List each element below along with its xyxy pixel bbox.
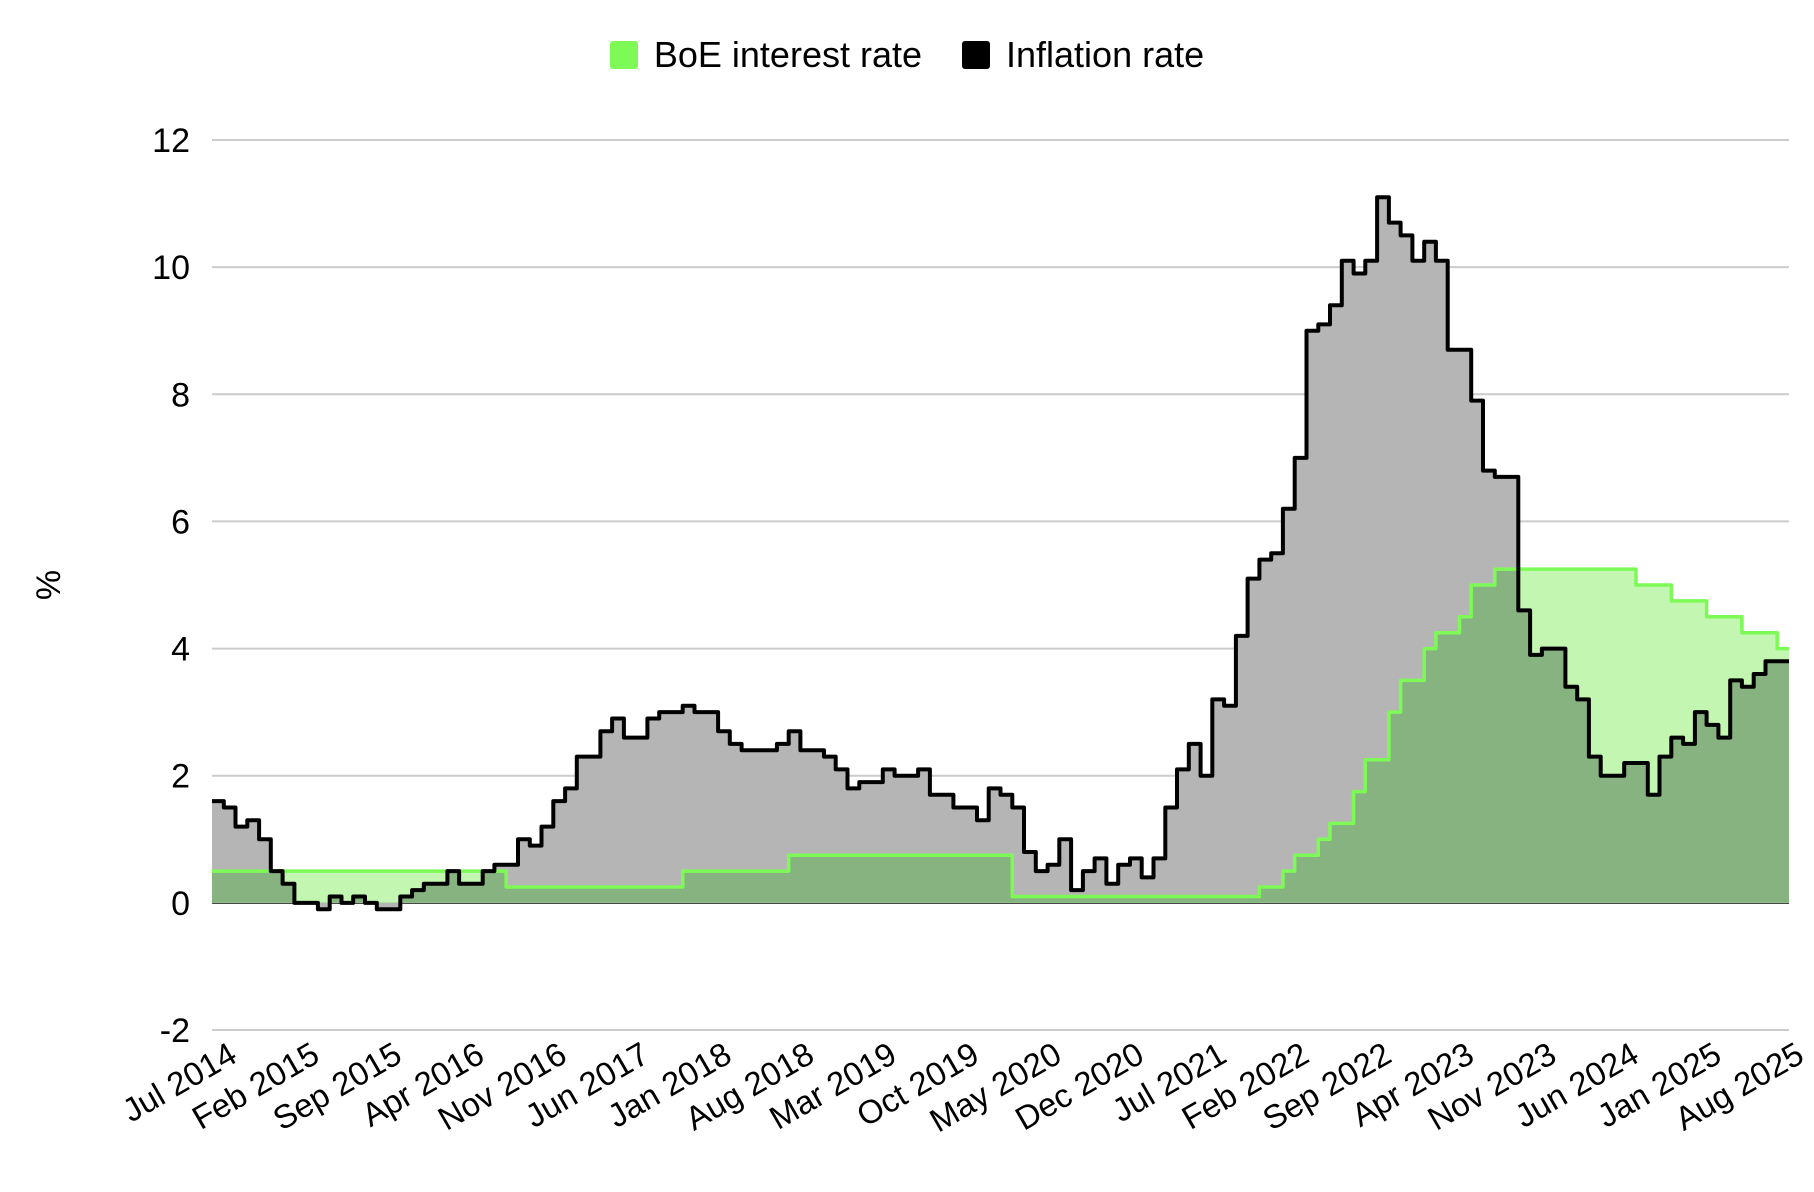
legend-item-interest-rate[interactable]: BoE interest rate	[609, 34, 922, 76]
legend-label-inflation-rate: Inflation rate	[1006, 34, 1205, 75]
y-tick-label-4: 4	[171, 631, 190, 669]
interest-rate-line[interactable]	[212, 567, 1789, 899]
series-lines	[212, 195, 1789, 912]
inflation-rate-line[interactable]	[212, 195, 1789, 912]
legend-item-inflation-rate[interactable]: Inflation rate	[962, 34, 1204, 76]
area-fills	[212, 197, 1789, 910]
y-tick-label-10: 10	[152, 249, 190, 287]
legend-swatch-interest-rate	[609, 41, 638, 69]
y-tick-label-0: 0	[171, 885, 190, 923]
y-tick-label-6: 6	[171, 503, 190, 541]
legend-label-interest-rate: BoE interest rate	[653, 34, 922, 75]
overlap-area-fill	[212, 569, 1789, 903]
y-axis-title: %	[30, 570, 68, 600]
legend-swatch-inflation-rate	[962, 41, 990, 69]
chart-legend: BoE interest rate Inflation rate	[0, 34, 1814, 76]
y-tick-label-8: 8	[171, 376, 190, 414]
y-tick-label--2: -2	[160, 1012, 190, 1050]
y-tick-label-12: 12	[152, 122, 190, 160]
y-tick-label-2: 2	[171, 758, 190, 796]
